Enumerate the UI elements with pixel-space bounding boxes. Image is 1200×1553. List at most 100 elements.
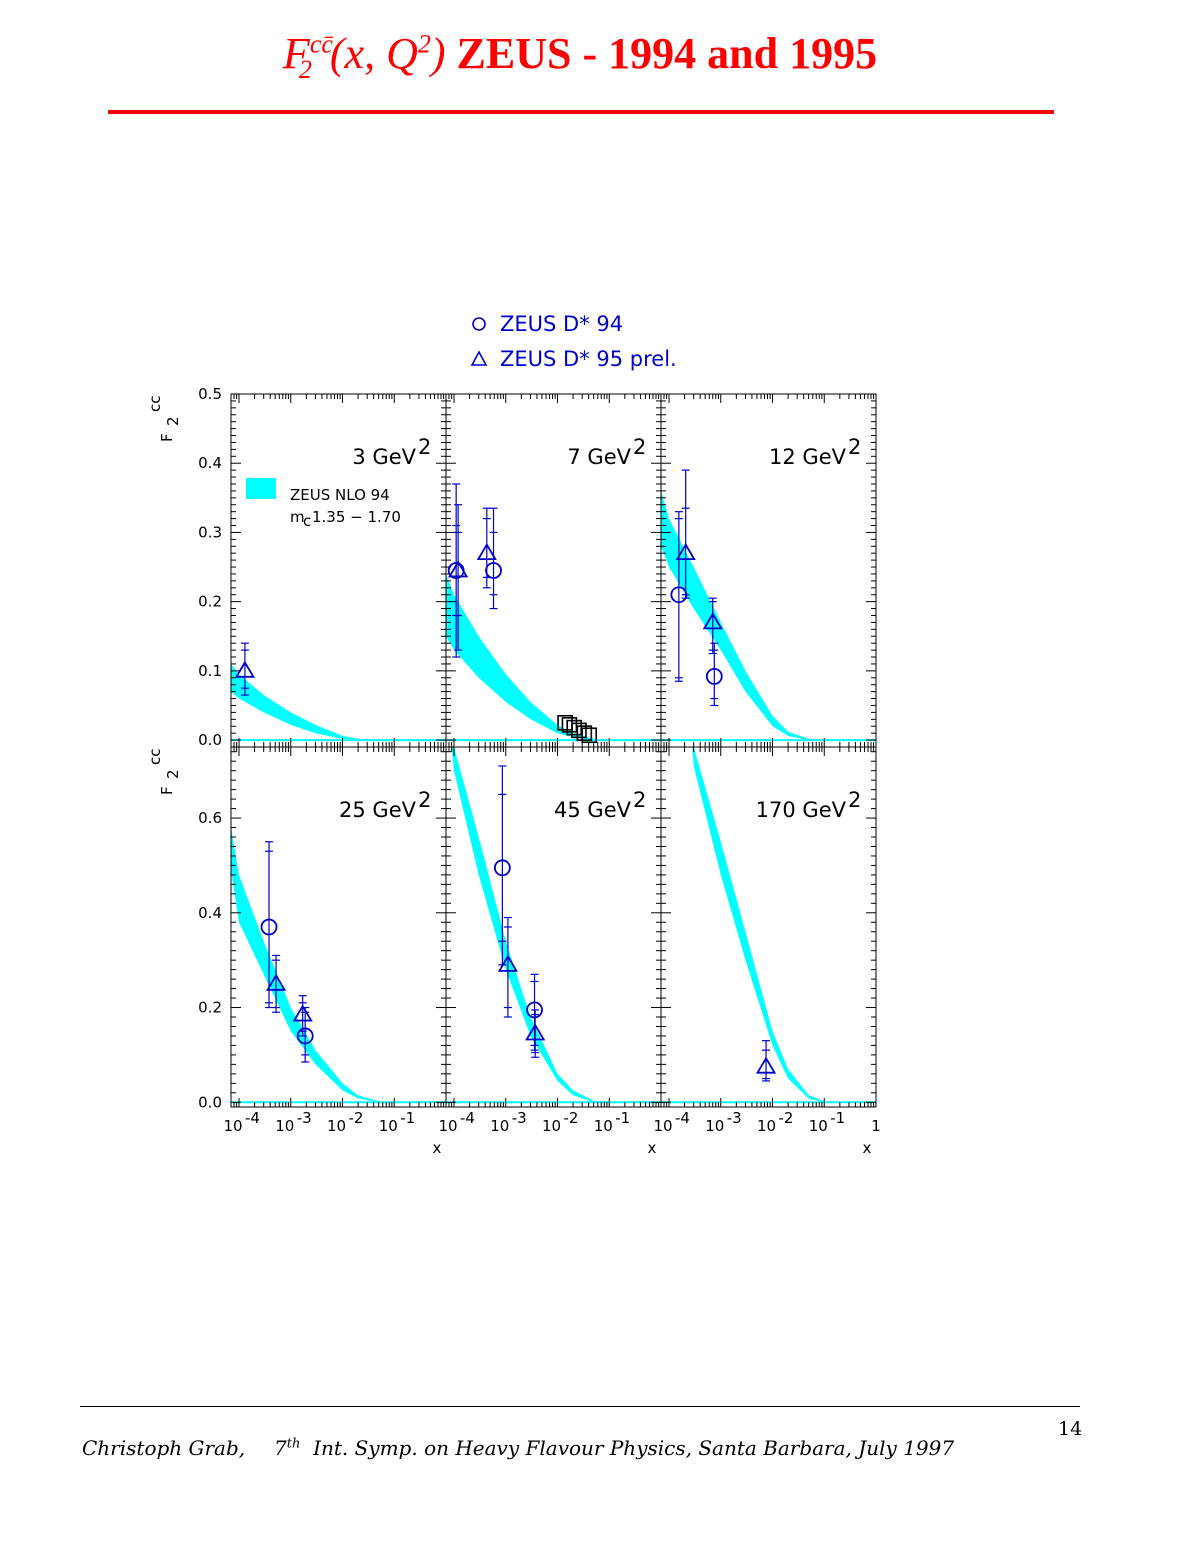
data-point-triangle: [525, 1023, 546, 1041]
x-tick-label-exp: -1: [615, 1109, 630, 1127]
data-point-square: [581, 727, 598, 744]
x-tick-label: 10 -4: [653, 1109, 690, 1135]
x-tick-label-base: 10: [490, 1117, 509, 1135]
data-point-square: [571, 722, 587, 739]
band-legend-line2-rest: 1.35 − 1.70: [312, 508, 401, 526]
panel-45-gev2: 45 GeV 2: [445, 746, 662, 1108]
title-math-sub: 2: [298, 54, 312, 84]
panel-q2-label: 12 GeV: [769, 445, 847, 469]
panel-q2-label: 25 GeV: [339, 798, 417, 822]
x-tick-label-one: 1: [871, 1117, 881, 1135]
x-tick-label-exp: -4: [460, 1109, 475, 1127]
x-tick-label-exp: -4: [675, 1109, 690, 1127]
panel-q2-exponent: 2: [633, 788, 646, 812]
data-point-triangle: [234, 660, 255, 678]
nlo-band: [661, 490, 876, 741]
x-tick-label: 10 -3: [705, 1109, 742, 1135]
x-tick-label-exp: -2: [779, 1109, 794, 1127]
y-axis-label: F 2cc: [146, 749, 182, 796]
nlo-band: [231, 827, 446, 1103]
data-point-triangle: [675, 542, 696, 561]
panel-q2-exponent: 2: [633, 435, 646, 459]
x-tick-label-exp: -3: [512, 1109, 527, 1127]
data-point-circle: [526, 1001, 543, 1019]
nlo-band: [446, 574, 661, 741]
y-axis-label-sup: cc: [146, 396, 164, 413]
data-point-square: [566, 719, 582, 736]
footer-event-rest: Int. Symp. on Heavy Flavour Physics, San…: [313, 1436, 955, 1460]
x-tick-label: 10 -4: [438, 1109, 475, 1135]
data-point-circle: [296, 1027, 314, 1045]
x-tick-label: 10 -2: [542, 1109, 579, 1135]
title-math-sup: cc̄: [309, 29, 333, 59]
x-tick-label-base: 10: [705, 1117, 724, 1135]
y-tick-label: 0.1: [198, 662, 222, 680]
x-tick-label-base: 10: [542, 1117, 561, 1135]
x-tick-label: 10 -1: [594, 1109, 631, 1135]
x-tick-label-exp: -1: [400, 1109, 415, 1127]
title-math-args-sup: 2: [417, 29, 431, 59]
x-tick-label-base: 10: [327, 1117, 346, 1135]
y-tick-label: 0.0: [198, 1093, 222, 1111]
data-point-triangle: [702, 612, 723, 630]
x-tick-label-exp: -3: [727, 1109, 742, 1127]
x-tick-label: 10 -3: [275, 1109, 312, 1135]
x-tick-label-base: 10: [757, 1117, 776, 1135]
band-legend-line2-sub: c: [303, 512, 311, 530]
data-point-circle: [493, 859, 511, 877]
y-tick-label: 0.2: [198, 999, 222, 1017]
legend-triangle-marker: [470, 350, 488, 366]
x-tick-label-base: 10: [809, 1117, 828, 1135]
title-math-base: F: [282, 29, 310, 78]
band-legend-line1: ZEUS NLO 94: [290, 486, 390, 504]
data-point-circle: [705, 668, 723, 685]
title-rule: [108, 110, 1054, 114]
panel-q2-label: 7 GeV: [567, 445, 631, 469]
y-axis-label: F 2cc: [146, 396, 182, 443]
y-axis-label-sup: cc: [146, 749, 164, 766]
y-axis-label-sub: 2: [164, 416, 182, 426]
nlo-band: [231, 663, 446, 741]
y-axis-label-main: F: [158, 786, 176, 795]
panel-25-gev2: 25 GeV 2: [230, 746, 447, 1108]
panel-q2-exponent: 2: [418, 788, 431, 812]
page-title: Fcc̄2 (x, Q2) ZEUS - 1994 and 1995: [0, 28, 1160, 85]
panel-q2-label: 3 GeV: [352, 445, 416, 469]
data-point-triangle: [265, 973, 287, 991]
legend: ZEUS D* 94 ZEUS D* 95 prel.: [470, 312, 677, 371]
footer-event-ordinal: 7: [274, 1436, 287, 1460]
page-number: 14: [1058, 1418, 1083, 1440]
data-point-triangle: [497, 954, 518, 972]
x-tick-label-exp: -3: [297, 1109, 312, 1127]
footer-author: Christoph Grab,: [82, 1436, 246, 1460]
panel-q2-label: 170 GeV: [756, 798, 847, 822]
footer-event-ordinal-sup: th: [286, 1436, 301, 1452]
legend-zeus-94: ZEUS D* 94: [500, 312, 623, 336]
panel-q2-exponent: 2: [848, 788, 861, 812]
title-math-args: (x, Q: [329, 29, 418, 78]
panel-170-gev2: 170 GeV 2: [660, 746, 877, 1108]
panel-12-gev2: 12 GeV 2: [660, 393, 877, 748]
x-tick-label-base: 10: [275, 1117, 294, 1135]
x-tick-label-base: 10: [594, 1117, 613, 1135]
data-point-square: [576, 725, 593, 741]
footer-event: 7th Int. Symp. on Heavy Flavour Physics,…: [274, 1436, 954, 1460]
band-legend-swatch: [246, 478, 276, 499]
band-legend: ZEUS NLO 94 mc 1.35 − 1.70: [246, 478, 401, 530]
y-axis-label-main: F: [158, 433, 176, 442]
y-tick-label: 0.4: [198, 904, 222, 922]
title-math-close: ): [430, 29, 446, 78]
x-tick-label: 10 -2: [757, 1109, 794, 1135]
y-tick-label: 0.2: [198, 593, 222, 611]
x-tick-label-base: 10: [653, 1117, 672, 1135]
x-axis-label: x: [648, 1139, 657, 1157]
x-tick-label-base: 10: [223, 1117, 242, 1135]
panel-q2-exponent: 2: [848, 435, 861, 459]
x-tick-label: 10 -4: [223, 1109, 260, 1135]
y-tick-label: 0.0: [198, 731, 222, 749]
y-tick-label: 0.6: [198, 809, 222, 827]
x-axis-label: x: [433, 1139, 442, 1157]
data-point-square: [561, 717, 578, 733]
y-tick-label: 0.5: [198, 385, 222, 403]
x-tick-label: 10 -1: [379, 1109, 416, 1135]
